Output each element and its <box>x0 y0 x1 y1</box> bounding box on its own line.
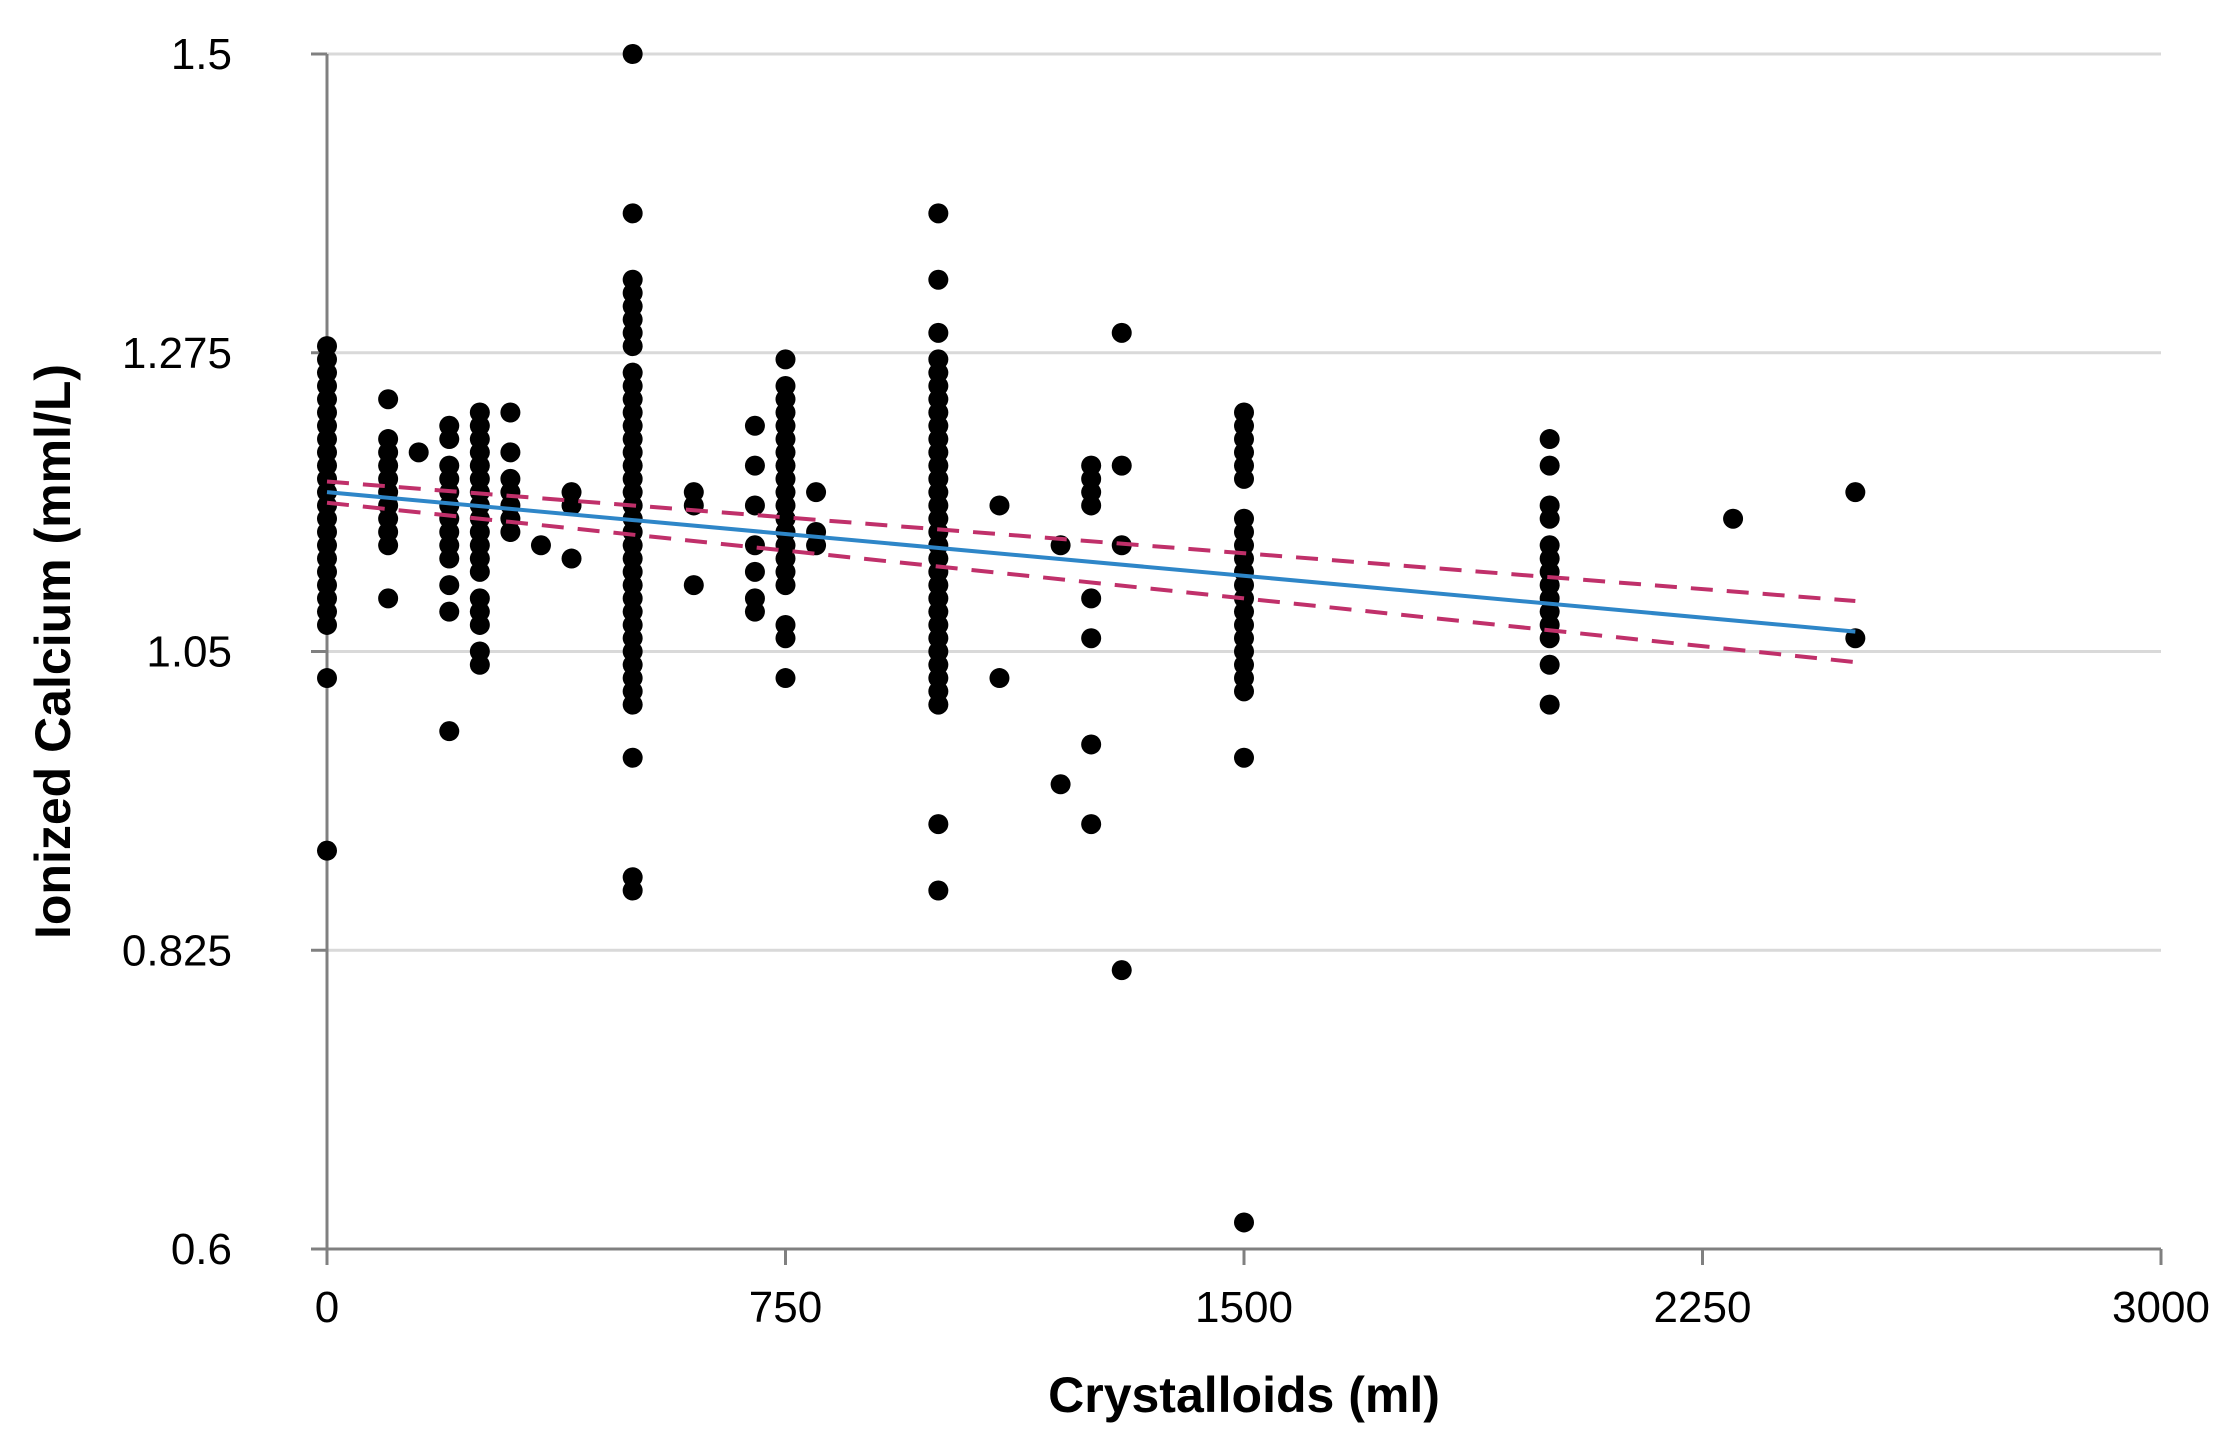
data-point <box>806 482 827 503</box>
data-point <box>1539 694 1560 715</box>
data-point <box>622 336 643 357</box>
data-point <box>439 429 460 450</box>
data-point <box>775 668 796 689</box>
y-tick-label: 0.825 <box>122 926 232 975</box>
y-axis-title: Ionized Calcium (mml/L) <box>25 364 81 939</box>
data-point <box>439 601 460 622</box>
data-point <box>378 389 399 410</box>
data-point <box>317 840 337 861</box>
data-point <box>1234 681 1254 702</box>
data-point <box>744 601 765 622</box>
data-point <box>775 349 796 370</box>
data-point <box>561 495 582 516</box>
data-point <box>1111 322 1132 343</box>
data-point <box>744 415 765 436</box>
data-point <box>683 575 704 596</box>
data-point <box>1111 960 1132 981</box>
data-point <box>622 694 643 715</box>
data-point <box>500 442 521 463</box>
data-point <box>1081 495 1102 516</box>
data-point <box>928 814 949 835</box>
data-point <box>744 561 765 582</box>
x-axis-title: Crystalloids (ml) <box>1048 1367 1440 1423</box>
data-point <box>378 588 399 609</box>
data-point <box>317 614 337 635</box>
y-tick-label: 1.5 <box>171 30 232 79</box>
data-point <box>1234 468 1254 489</box>
data-point <box>500 522 521 542</box>
data-point <box>500 402 521 423</box>
data-point <box>1539 508 1560 529</box>
data-point <box>1081 814 1102 835</box>
data-point <box>1050 774 1071 795</box>
data-point <box>439 575 460 596</box>
confidence-upper-line <box>326 479 1856 604</box>
data-point <box>989 495 1010 516</box>
labels-layer: 0.6 0.825 1.05 1.275 1.5 0 750 1500 2250 3000 <box>122 30 2210 1332</box>
data-point <box>439 548 460 569</box>
regression-line <box>326 490 1856 634</box>
data-point <box>1234 1212 1254 1233</box>
data-point <box>469 654 490 675</box>
data-point <box>469 561 490 582</box>
data-point <box>439 721 460 742</box>
data-point <box>744 535 765 556</box>
data-point <box>928 269 949 290</box>
x-tick-label: 2250 <box>1654 1283 1752 1332</box>
data-point <box>469 614 490 635</box>
y-tick-label: 1.05 <box>146 628 232 677</box>
data-point <box>928 694 949 715</box>
x-tick-label: 3000 <box>2112 1283 2210 1332</box>
y-tick-label: 1.275 <box>122 329 232 378</box>
data-point <box>1845 628 1866 649</box>
data-point <box>1081 588 1102 609</box>
data-point <box>622 747 643 768</box>
data-point <box>1723 508 1744 529</box>
data-point <box>408 442 429 463</box>
data-point <box>622 880 643 901</box>
data-point <box>744 455 765 476</box>
x-tick-label: 750 <box>749 1283 822 1332</box>
axes-layer <box>311 52 2163 1265</box>
data-point <box>1081 734 1102 755</box>
data-point <box>928 880 949 901</box>
data-point <box>744 495 765 516</box>
data-point <box>378 535 399 556</box>
data-point <box>1845 482 1866 503</box>
confidence-lower-line <box>326 500 1856 665</box>
x-tick-label: 0 <box>315 1283 339 1332</box>
data-point <box>989 668 1010 689</box>
data-point <box>1081 628 1102 649</box>
data-point <box>561 548 582 569</box>
x-tick-label: 1500 <box>1195 1283 1293 1332</box>
data-point <box>622 44 643 64</box>
data-point <box>317 668 337 689</box>
data-point <box>530 535 551 556</box>
data-point <box>1111 455 1132 476</box>
lines-layer <box>326 479 1856 665</box>
data-point <box>1539 429 1560 450</box>
data-point <box>806 535 827 556</box>
data-point <box>1539 654 1560 675</box>
data-point <box>775 628 796 649</box>
grid-layer <box>327 52 2161 952</box>
y-tick-label: 0.6 <box>171 1225 232 1274</box>
data-point <box>1234 747 1254 768</box>
data-point <box>928 203 949 224</box>
data-point <box>928 322 949 343</box>
data-point <box>1539 455 1560 476</box>
data-point <box>1539 628 1560 649</box>
data-point <box>622 203 643 224</box>
data-point <box>775 575 796 596</box>
